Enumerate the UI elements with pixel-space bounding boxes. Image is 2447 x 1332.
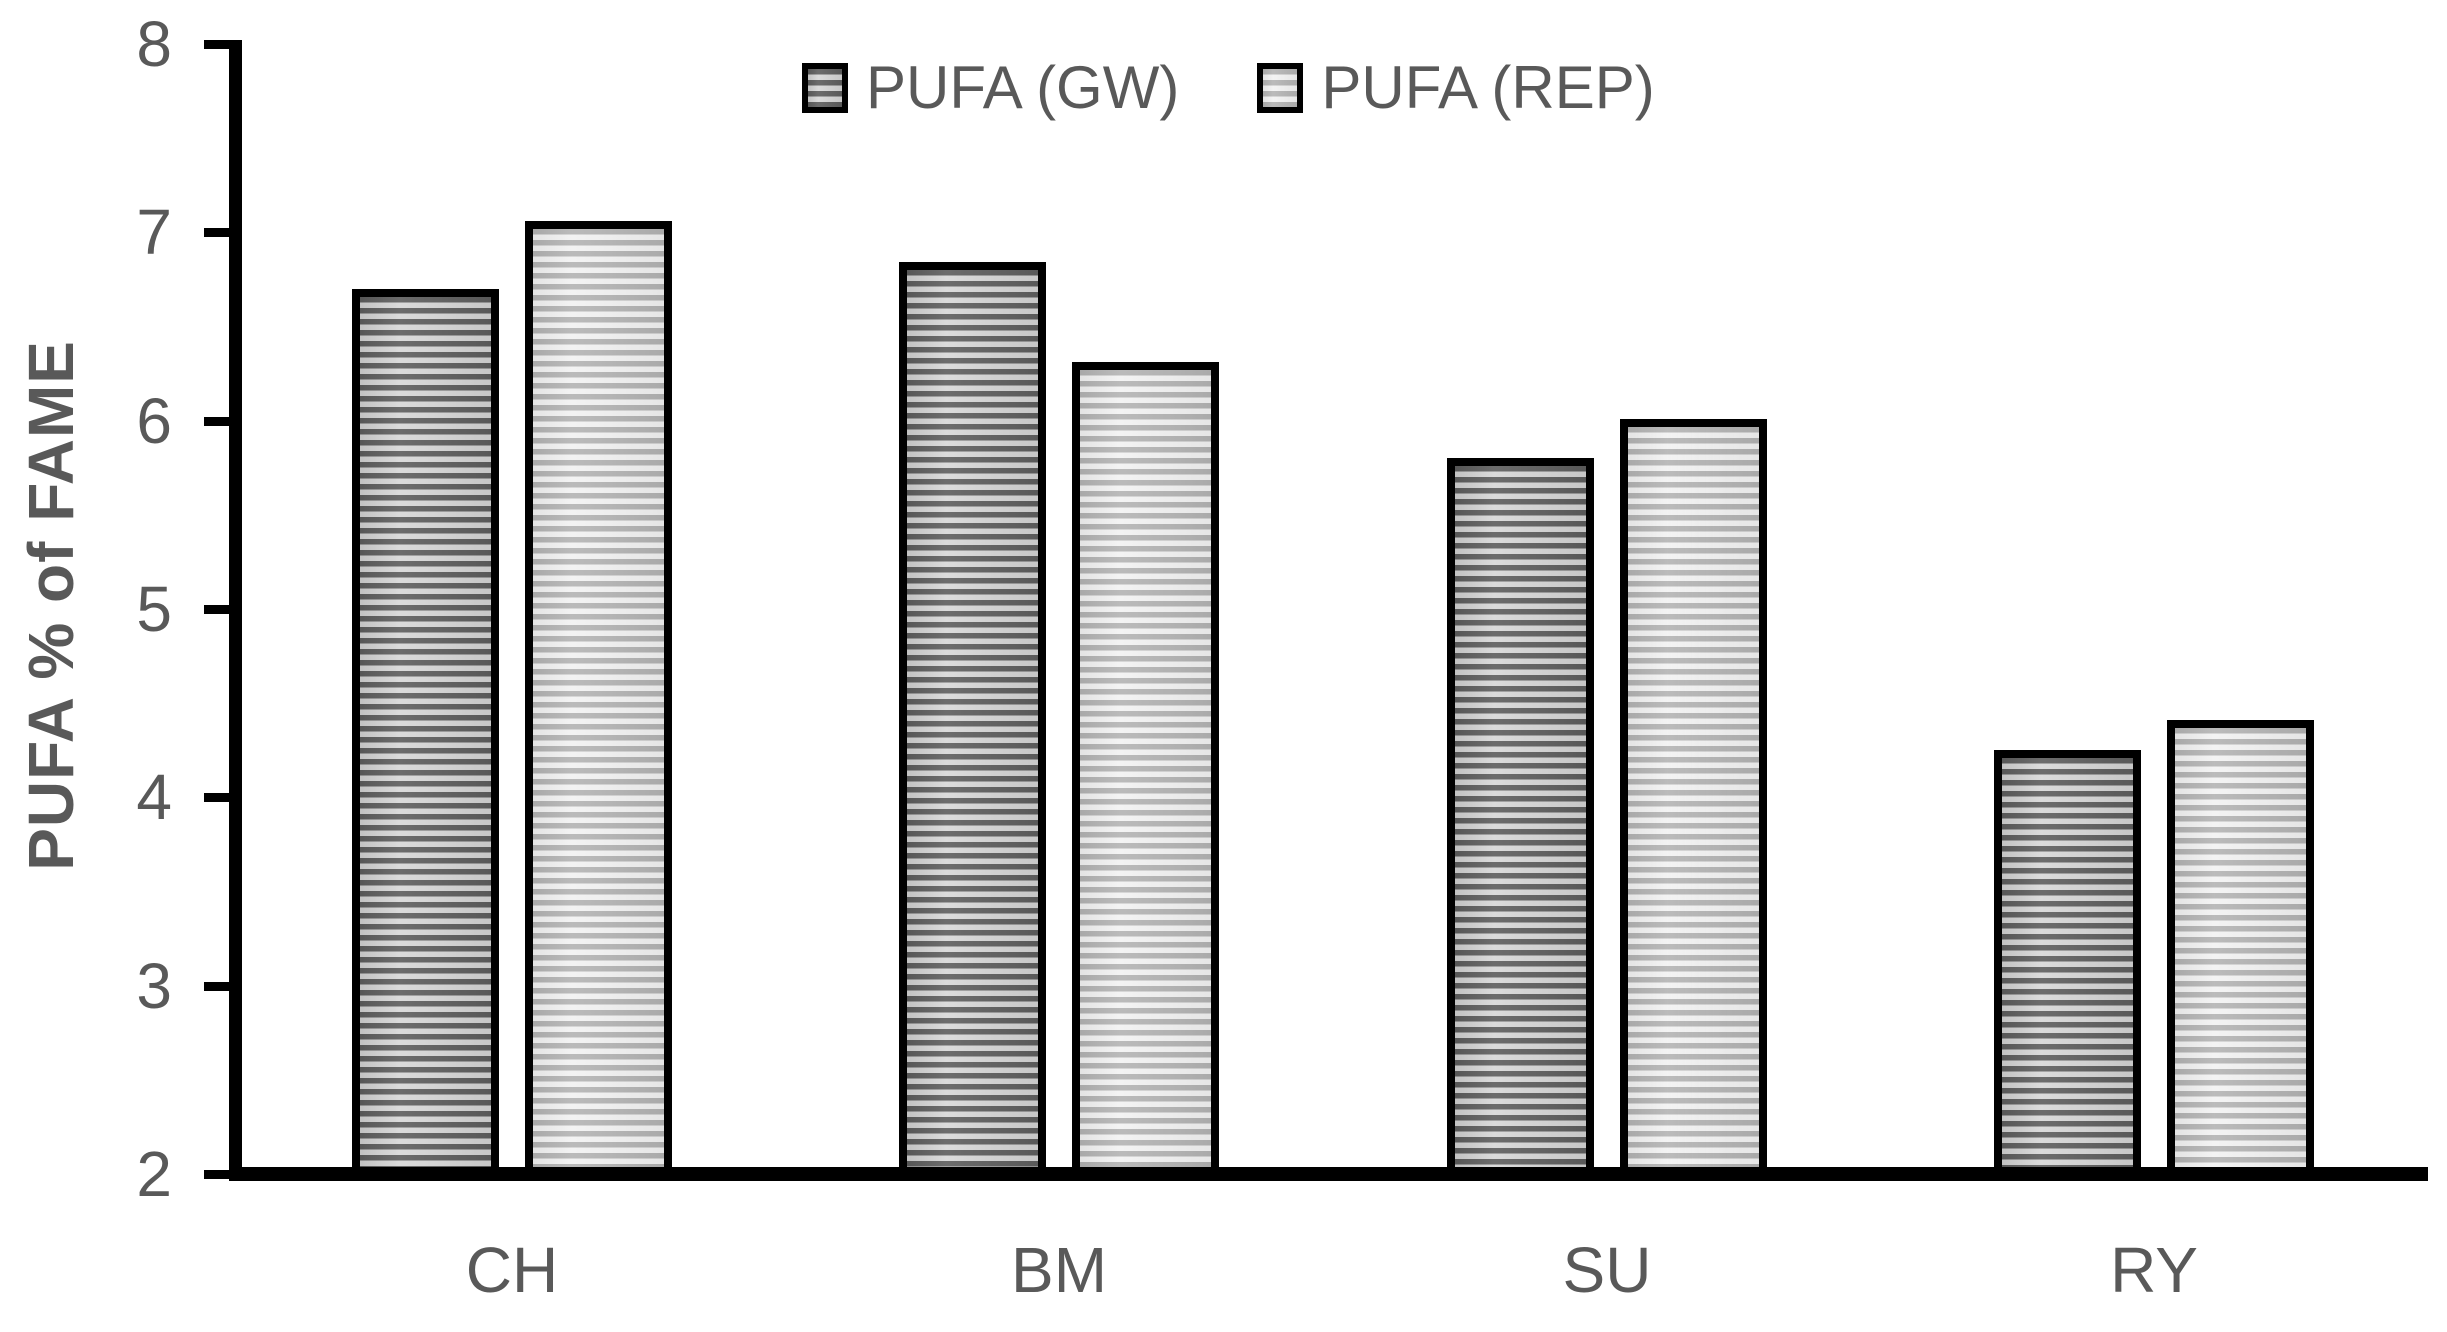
y-tick-mark bbox=[204, 793, 230, 803]
y-tick-mark bbox=[204, 40, 230, 49]
legend-swatch-gw-icon bbox=[802, 63, 848, 113]
legend-label-gw: PUFA (GW) bbox=[866, 54, 1180, 121]
bar-bm-rep bbox=[1072, 362, 1219, 1178]
bar-ry-rep bbox=[2167, 720, 2314, 1178]
y-tick-mark bbox=[204, 416, 230, 426]
y-tick-label: 2 bbox=[136, 1138, 172, 1210]
bar-ch-gw bbox=[352, 288, 499, 1178]
y-tick-label: 3 bbox=[136, 949, 172, 1022]
bar-su-gw bbox=[1447, 458, 1594, 1178]
legend-item-rep: PUFA (REP) bbox=[1257, 54, 1655, 121]
x-category-label: SU bbox=[1562, 1234, 1652, 1306]
x-axis-line bbox=[229, 1167, 2428, 1181]
bar-ry-gw bbox=[1994, 750, 2141, 1178]
x-category-label: RY bbox=[2110, 1234, 2198, 1306]
bar-ch-rep bbox=[525, 221, 672, 1178]
bar-su-rep bbox=[1620, 418, 1767, 1178]
y-tick-label: 6 bbox=[136, 384, 172, 457]
y-tick-label: 4 bbox=[136, 761, 172, 834]
y-tick-label: 5 bbox=[136, 573, 172, 645]
y-tick-mark bbox=[204, 981, 230, 991]
y-tick-mark bbox=[204, 605, 230, 614]
legend-swatch-rep-icon bbox=[1257, 63, 1304, 113]
legend-label-rep: PUFA (REP) bbox=[1321, 54, 1655, 121]
y-tick-mark bbox=[204, 228, 230, 238]
legend: PUFA (GW) PUFA (REP) bbox=[802, 58, 1655, 118]
y-axis-line bbox=[229, 40, 242, 1181]
x-category-label: CH bbox=[465, 1234, 559, 1306]
x-category-label: BM bbox=[1011, 1234, 1107, 1306]
legend-item-gw: PUFA (GW) bbox=[802, 58, 1179, 118]
y-tick-label: 8 bbox=[136, 8, 172, 80]
y-tick-label: 7 bbox=[136, 196, 172, 269]
bar-bm-gw bbox=[899, 262, 1046, 1178]
y-tick-mark bbox=[204, 1170, 230, 1179]
